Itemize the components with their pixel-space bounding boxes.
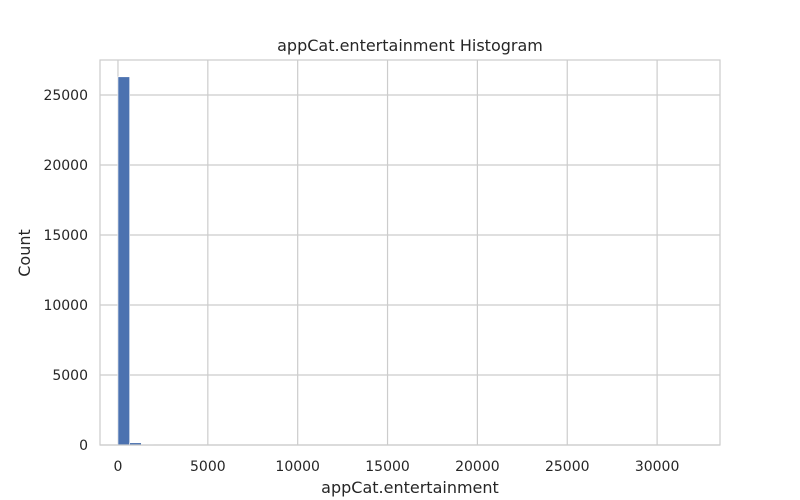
x-tick-label: 20000 <box>455 459 500 475</box>
x-tick-label: 25000 <box>545 459 590 475</box>
x-axis-label: appCat.entertainment <box>321 478 499 497</box>
y-tick-label: 25000 <box>43 88 88 104</box>
y-tick-label: 15000 <box>43 228 88 244</box>
chart-title: appCat.entertainment Histogram <box>277 36 543 55</box>
y-ticks: 0 5000 10000 15000 20000 25000 <box>43 88 88 454</box>
x-tick-label: 0 <box>114 459 123 475</box>
x-tick-label: 10000 <box>275 459 320 475</box>
x-tick-label: 30000 <box>635 459 680 475</box>
x-ticks: 0 5000 10000 15000 20000 25000 30000 <box>114 459 680 475</box>
y-tick-label: 5000 <box>52 368 88 384</box>
y-tick-label: 0 <box>79 438 88 454</box>
x-tick-label: 5000 <box>190 459 226 475</box>
grid-layer <box>100 60 720 446</box>
x-tick-label: 15000 <box>365 459 410 475</box>
plot-frame <box>99 59 721 446</box>
histogram-bar <box>117 76 130 446</box>
y-tick-label: 20000 <box>43 158 88 174</box>
y-tick-label: 10000 <box>43 298 88 314</box>
bars-layer <box>117 76 189 446</box>
y-axis-label: Count <box>15 229 34 277</box>
